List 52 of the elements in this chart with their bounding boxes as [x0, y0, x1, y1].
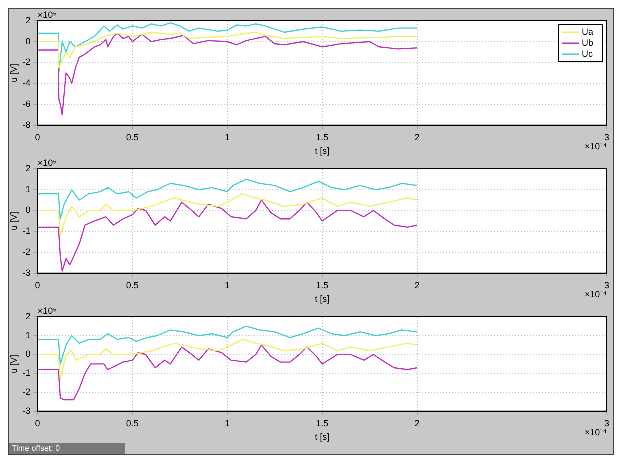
x-tick-label: 1.5	[316, 132, 329, 142]
y-tick-label: -2	[22, 57, 31, 68]
text: ×10⁵	[38, 306, 58, 316]
x-tick-label: 1	[225, 280, 230, 290]
x-tick-label: 2	[414, 132, 420, 142]
legend-label: Ua	[582, 26, 594, 37]
text: ×10⁵	[38, 10, 58, 20]
x-tick-label: 1.5	[316, 280, 329, 290]
x-tick-label: 0.5	[126, 132, 139, 142]
x-tick-label: 0	[35, 418, 40, 428]
x-tick-label: 1	[225, 418, 230, 428]
text: ×10⁻⁴	[584, 427, 608, 438]
x-tick-label: 3	[604, 418, 610, 428]
y-axis-title: u [V]	[8, 354, 19, 374]
y-tick-label: -2	[22, 387, 31, 398]
x-tick-label: 3	[604, 280, 610, 290]
text: Time offset: 0	[9, 443, 125, 454]
x-tick-label: 2	[414, 418, 420, 428]
y-tick-label: -3	[22, 406, 31, 416]
x-tick-label: 0	[35, 280, 40, 290]
x-axis-title: t [s]	[315, 294, 330, 304]
text: ×10⁻⁴	[584, 289, 608, 300]
y-tick-label: 1	[26, 184, 31, 194]
y-tick-label: -4	[22, 78, 31, 88]
x-tick-label: 0.5	[126, 418, 139, 428]
legend-label: Uc	[582, 48, 594, 59]
y-tick-label: 2	[26, 311, 31, 322]
x-tick-label: 0.5	[126, 280, 139, 290]
x-tick-label: 3	[604, 132, 610, 142]
x-axis-title: t [s]	[315, 146, 330, 156]
y-tick-label: 2	[26, 163, 31, 174]
y-axis-title: u [V]	[8, 212, 19, 230]
x-axis-title: t [s]	[315, 432, 330, 442]
text: ×10⁵	[38, 158, 58, 168]
y-axis-title: u [V]	[8, 64, 19, 82]
text: ×10⁻⁴	[584, 141, 608, 152]
y-tick-label: -1	[22, 368, 31, 378]
y-tick-label: -1	[22, 226, 31, 236]
y-tick-label: 1	[26, 330, 31, 340]
y-tick-label: 2	[26, 15, 31, 26]
legend-label: Ub	[582, 38, 594, 48]
x-tick-label: 2	[414, 280, 420, 290]
y-tick-label: -6	[22, 99, 31, 110]
y-tick-label: -8	[22, 120, 31, 130]
x-tick-label: 1.5	[316, 418, 329, 428]
y-tick-label: 0	[26, 349, 31, 360]
x-tick-label: 1	[225, 132, 230, 142]
x-tick-label: 0	[35, 132, 40, 142]
y-tick-label: -3	[22, 268, 31, 278]
y-tick-label: -2	[22, 247, 31, 258]
y-tick-label: 0	[26, 205, 31, 216]
y-tick-label: 0	[26, 36, 31, 46]
